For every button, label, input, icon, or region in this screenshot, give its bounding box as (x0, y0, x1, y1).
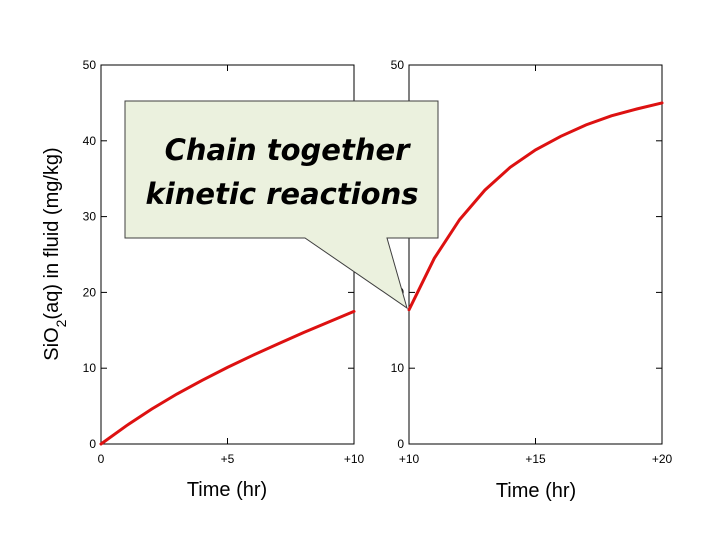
callout-line-2: kinetic reactions (146, 177, 419, 211)
left-x-tick-label: +10 (344, 452, 365, 466)
right-y-tick-label: 50 (391, 58, 405, 72)
y-axis-title: SiO2(aq) in fluid (mg/kg) (41, 147, 69, 360)
left-y-tick-label: 10 (83, 361, 97, 375)
left-x-tick-label: 0 (98, 452, 105, 466)
left-y-tick-label: 0 (89, 437, 96, 451)
left-y-tick-label: 20 (83, 285, 97, 299)
right-y-tick-label: 10 (391, 361, 405, 375)
left-y-tick-label: 30 (83, 210, 97, 224)
callout-bubble (124, 100, 439, 310)
right-x-axis-title: Time (hr) (496, 480, 576, 502)
right-x-tick-label: +15 (525, 452, 546, 466)
left-series-line (99, 309, 356, 446)
callout-line-1: Chain together (165, 133, 412, 167)
right-plot-frame (408, 64, 663, 445)
left-panel: 0 10 20 30 40 50 0 +5 +10 Time (hr) (83, 58, 365, 501)
left-y-tick-label: 40 (83, 134, 97, 148)
right-series-line (407, 101, 664, 312)
right-x-tick-label: +10 (399, 452, 420, 466)
right-y-tick-label: 0 (397, 437, 404, 451)
left-x-axis-title: Time (hr) (187, 479, 267, 501)
callout: Chain together kinetic reactions (124, 100, 439, 310)
left-x-tick-label: +5 (221, 452, 235, 466)
right-x-tick-label: +20 (652, 452, 673, 466)
left-y-tick-label: 50 (83, 58, 97, 72)
